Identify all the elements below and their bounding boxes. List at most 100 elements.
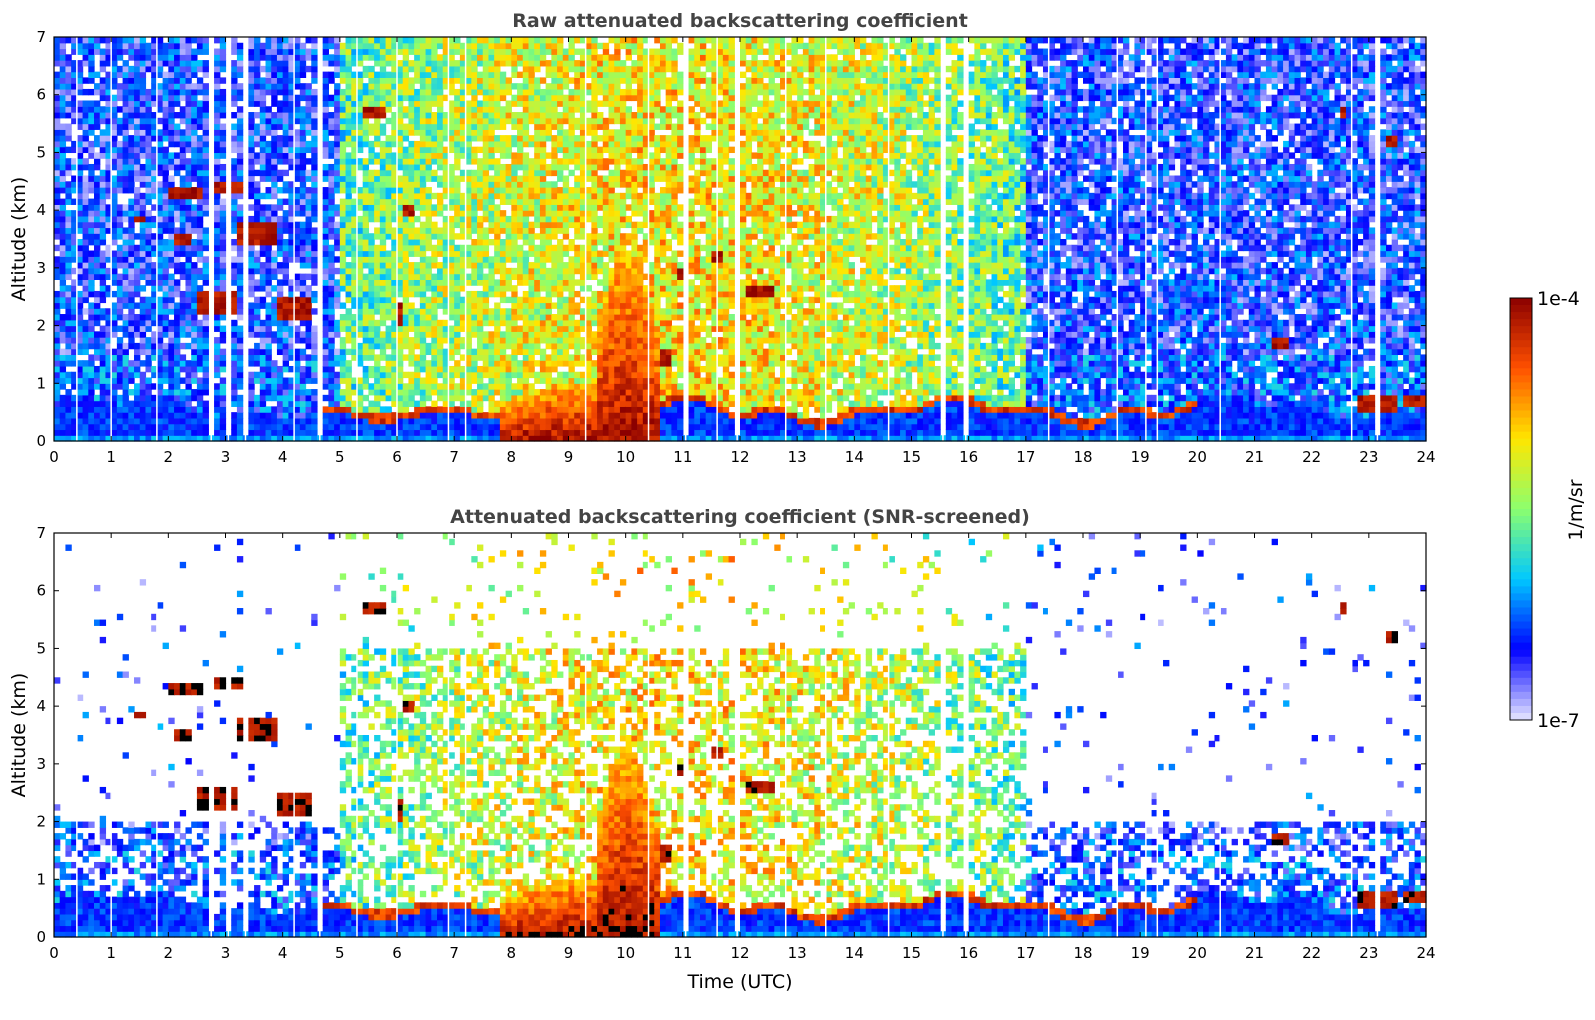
heatmap-cell <box>82 348 89 356</box>
heatmap-cell <box>196 175 204 182</box>
heatmap-cell <box>259 83 267 90</box>
heatmap-cell <box>311 112 318 119</box>
heatmap-cell <box>282 42 289 50</box>
heatmap-cell <box>322 60 329 67</box>
heatmap-cell <box>214 302 221 309</box>
heatmap-cell <box>299 88 307 96</box>
heatmap-cell <box>442 60 450 67</box>
heatmap-cell <box>356 233 364 240</box>
heatmap-cell <box>368 83 375 90</box>
heatmap-cell <box>128 106 135 113</box>
heatmap-cell <box>465 389 472 396</box>
heatmap-cell <box>351 389 358 396</box>
heatmap-cell <box>156 210 164 217</box>
heatmap-cell <box>408 192 415 200</box>
heatmap-cell <box>231 256 238 263</box>
heatmap-cell <box>311 377 318 384</box>
heatmap-cell <box>54 48 61 55</box>
heatmap-cell <box>248 331 255 338</box>
heatmap-cell <box>379 233 387 240</box>
heatmap-cell <box>305 262 312 269</box>
heatmap-cell <box>425 187 432 194</box>
heatmap-cell <box>294 302 301 309</box>
heatmap-cell <box>76 256 84 263</box>
heatmap-cell <box>116 337 124 344</box>
heatmap-cell <box>139 221 147 229</box>
heatmap-cell <box>391 215 398 223</box>
heatmap-cell <box>231 77 238 84</box>
heatmap-cell <box>397 302 404 309</box>
heatmap-cell <box>482 100 490 107</box>
heatmap-cell <box>454 406 461 413</box>
heatmap-cell <box>499 389 507 396</box>
heatmap-cell <box>499 152 507 159</box>
heatmap-cell <box>511 302 518 309</box>
heatmap-cell <box>65 135 72 142</box>
heatmap-cell <box>311 233 318 240</box>
heatmap-cell <box>214 48 221 55</box>
heatmap-cell <box>202 423 209 431</box>
heatmap-cell <box>356 42 364 50</box>
heatmap-cell <box>156 423 164 431</box>
heatmap-cell <box>111 314 118 321</box>
heatmap-cell <box>71 325 78 332</box>
heatmap-cell <box>351 146 358 154</box>
heatmap-cell <box>145 163 152 171</box>
heatmap-cell <box>379 389 387 396</box>
heatmap-cell <box>482 389 490 396</box>
heatmap-cell <box>156 71 164 78</box>
heatmap-cell <box>494 215 501 223</box>
heatmap-cell <box>414 308 421 315</box>
heatmap-cell <box>311 256 318 263</box>
heatmap-cell <box>368 192 375 200</box>
heatmap-cell <box>522 423 530 431</box>
heatmap-cell <box>219 435 227 442</box>
heatmap-cell <box>94 48 101 55</box>
heatmap-cell <box>459 215 467 223</box>
heatmap-cell <box>477 135 484 142</box>
heatmap-cell <box>219 296 227 304</box>
heatmap-cell <box>419 250 427 257</box>
heatmap-cell <box>339 71 347 78</box>
heatmap-cell <box>414 423 421 431</box>
heatmap-cell <box>379 187 387 194</box>
heatmap-cell <box>299 314 307 321</box>
heatmap-cell <box>322 169 329 177</box>
heatmap-cell <box>202 233 209 240</box>
heatmap-cell <box>111 371 118 379</box>
heatmap-cell <box>322 233 329 240</box>
heatmap-cell <box>168 360 175 367</box>
heatmap-cell <box>494 239 501 246</box>
heatmap-cell <box>145 210 152 217</box>
heatmap-cell <box>156 331 164 338</box>
heatmap-cell <box>76 187 84 194</box>
heatmap-cell <box>99 60 107 67</box>
heatmap-cell <box>311 215 318 223</box>
heatmap-cell <box>259 325 267 332</box>
heatmap-cell <box>231 60 238 67</box>
heatmap-cell <box>368 342 375 350</box>
heatmap-cell <box>276 417 284 425</box>
heatmap-cell <box>88 117 95 125</box>
heatmap-cell <box>305 198 312 205</box>
heatmap-cell <box>391 244 398 252</box>
heatmap-cell <box>419 210 427 217</box>
heatmap-cell <box>305 175 312 182</box>
heatmap-cell <box>168 77 175 84</box>
heatmap-cell <box>471 406 478 413</box>
heatmap-cell <box>82 417 89 425</box>
heatmap-cell <box>402 129 410 136</box>
heatmap-cell <box>431 192 438 200</box>
heatmap-cell <box>59 400 67 407</box>
heatmap-cell <box>499 83 507 90</box>
heatmap-cell <box>231 175 238 182</box>
heatmap-cell <box>259 365 267 373</box>
heatmap-cell <box>379 123 387 130</box>
heatmap-cell <box>105 83 112 90</box>
heatmap-cell <box>288 146 295 154</box>
heatmap-cell <box>82 181 89 188</box>
heatmap-cell <box>368 54 375 61</box>
heatmap-cell <box>219 215 227 223</box>
heatmap-cell <box>174 412 181 419</box>
heatmap-cell <box>139 227 147 234</box>
